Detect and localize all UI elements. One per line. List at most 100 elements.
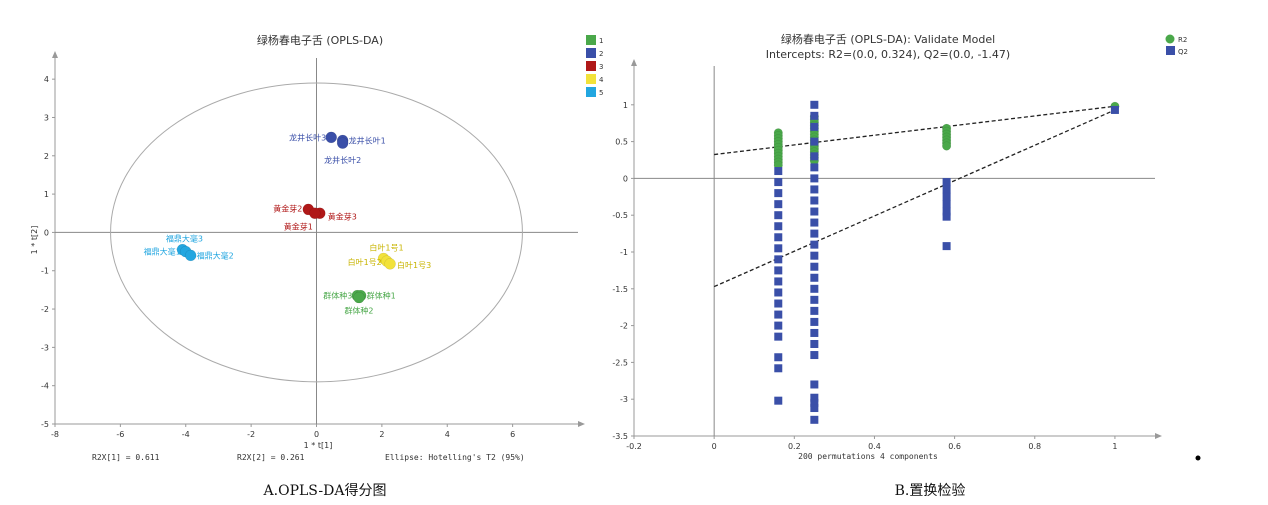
- q2-point: [810, 295, 819, 304]
- chart-a-legend-label: 5: [599, 89, 603, 97]
- q2-point: [810, 137, 819, 146]
- chart-b-y-tick-label: -1.5: [612, 285, 628, 294]
- q2-point: [810, 111, 819, 120]
- chart-a-legend-label: 2: [599, 50, 603, 58]
- chart-b-y-tick-label: -3: [620, 395, 628, 404]
- chart-a-point-label: 白叶1号2: [348, 257, 382, 267]
- chart-a-ylabel: 1 * t[2]: [30, 226, 39, 255]
- q2-point: [810, 262, 819, 271]
- chart-a-legend-label: 4: [599, 76, 604, 84]
- q2-point: [810, 251, 819, 260]
- chart-a-point-label: 白叶1号1: [369, 242, 403, 252]
- chart-a-x-tick-label: 6: [510, 430, 515, 439]
- q2-point: [774, 200, 783, 209]
- chart-a-axes: [52, 51, 585, 427]
- chart-a-point-label: 黄金芽3: [328, 211, 357, 221]
- chart-a-y-tick-label: -4: [41, 382, 49, 391]
- q2-point: [810, 100, 819, 109]
- chart-b-ticks: -0.2 0 0.2 0.4 0.6 0.8 1 -3.5 -3 -2.5 -2 -1.5 -1 -0.5…: [612, 101, 1117, 451]
- chart-a-caption: A.OPLS-DA得分图: [263, 482, 387, 499]
- chart-a-x-tick-label: 2: [379, 430, 384, 439]
- q2-point: [774, 189, 783, 198]
- chart-a-point: [325, 131, 337, 144]
- chart-a-legend: 1 2 3 4 5: [586, 35, 604, 97]
- chart-b-legend-q2-swatch: [1166, 46, 1175, 55]
- chart-a-point-label: 福鼎大毫1: [144, 247, 181, 257]
- q2-point: [810, 340, 819, 348]
- q2-point: [810, 152, 819, 161]
- chart-a-legend-label: 1: [599, 37, 603, 45]
- chart-a-y-tick-label: 1: [44, 190, 49, 199]
- chart-a-point-label: 龙井长叶2: [324, 155, 361, 165]
- chart-b-y-tick-label: -2.5: [612, 358, 628, 367]
- q2-point: [810, 380, 819, 389]
- chart-a-xlabel: 1 * t[1]: [304, 441, 333, 450]
- chart-a-point: [353, 291, 365, 304]
- chart-a-x-tick-label: 0: [314, 430, 319, 439]
- chart-a-x-arrow: [578, 421, 585, 427]
- q2-point: [942, 212, 951, 221]
- chart-a-x-tick-label: -8: [51, 430, 59, 439]
- q2-point: [942, 178, 951, 187]
- chart-a-points: 群体种3 群体种1 群体种2 龙井长叶3 龙井长叶1 龙井长叶2 黄金芽2 黄金芽3 黄金芽1 白…: [144, 131, 431, 316]
- chart-a-ellipse-note: Ellipse: Hotelling's T2 (95%): [385, 453, 525, 462]
- chart-a-point-label: 群体种2: [344, 306, 373, 316]
- q2-point: [942, 207, 951, 216]
- chart-b-caption: B.置换检验: [895, 482, 966, 499]
- chart-a-point-label: 群体种1: [367, 291, 396, 301]
- chart-a-point: [309, 207, 321, 220]
- q2-point: [810, 317, 819, 326]
- q2-point: [774, 288, 783, 297]
- q2-point: [942, 192, 951, 201]
- chart-a-r2x2: R2X[2] = 0.261: [237, 453, 305, 462]
- chart-a-point-label: 龙井长叶1: [349, 135, 386, 145]
- r2-point: [942, 141, 952, 151]
- q2-point: [774, 396, 783, 405]
- chart-a-point: [184, 249, 197, 262]
- q2-point: [810, 351, 819, 360]
- chart-b-x-arrow: [1155, 433, 1162, 439]
- chart-a-point-label: 龙井长叶3: [289, 132, 326, 142]
- chart-a-y-tick-label: -1: [41, 267, 49, 276]
- chart-b-x-tick-label: 0.2: [788, 442, 801, 451]
- chart-b-y-tick-label: 0.5: [615, 138, 628, 147]
- chart-a-x-tick-label: -4: [182, 430, 190, 439]
- q2-point: [810, 284, 819, 293]
- chart-a-y-tick-label: -3: [41, 343, 49, 352]
- q2-point: [810, 122, 819, 131]
- chart-b-x-tick-label: 0.4: [868, 442, 881, 451]
- chart-b-x-tick-label: -0.2: [626, 442, 642, 451]
- permutation-validation-plot: 绿杨春电子舌 (OPLS-DA): Validate Model Interce…: [612, 32, 1188, 499]
- chart-b-points: [773, 100, 1120, 424]
- chart-b-legend-r2-swatch: [1165, 34, 1175, 44]
- chart-a-legend-swatch: [586, 48, 596, 58]
- chart-a-legend-swatch: [586, 61, 596, 71]
- q2-point: [810, 415, 819, 424]
- chart-b-y-tick-label: 1: [623, 101, 628, 110]
- chart-a-title: 绿杨春电子舌 (OPLS-DA): [257, 33, 383, 47]
- chart-b-x-tick-label: 0: [712, 442, 717, 451]
- chart-a-point: [384, 258, 396, 270]
- q2-point: [942, 200, 951, 209]
- chart-a-x-tick-label: -2: [247, 430, 255, 439]
- q2-point: [810, 328, 819, 337]
- q2-point: [810, 163, 819, 172]
- q2-point: [774, 332, 783, 341]
- chart-b-legend-q2-label: Q2: [1178, 48, 1188, 56]
- q2-point: [810, 218, 819, 227]
- chart-a-x-tick-label: -6: [116, 430, 124, 439]
- q2-point: [774, 277, 783, 286]
- chart-a-x-tick-label: 4: [445, 430, 450, 439]
- chart-b-y-tick-label: -2: [620, 322, 628, 331]
- q2-point: [810, 185, 819, 194]
- q2-point: [774, 353, 783, 362]
- chart-b-subtitle: Intercepts: R2=(0.0, 0.324), Q2=(0.0, -1…: [766, 48, 1010, 61]
- chart-a-y-tick-label: 3: [44, 113, 49, 122]
- q2-point: [810, 196, 819, 205]
- q2-point: [810, 398, 819, 407]
- q2-point: [810, 207, 819, 216]
- chart-a-legend-swatch: [586, 74, 596, 84]
- q2-point: [942, 185, 951, 194]
- chart-a-ellipse-group: [110, 82, 523, 383]
- chart-b-y-tick-label: -3.5: [612, 432, 628, 441]
